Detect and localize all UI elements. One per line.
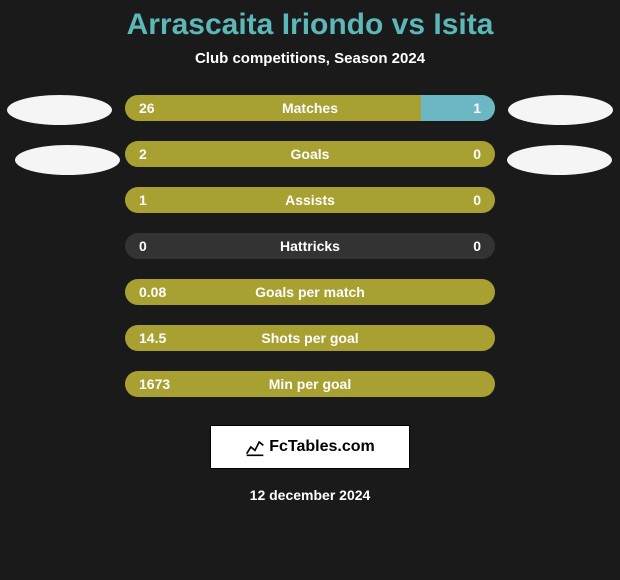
bars-container: 26 1 Matches 2 0 Goals 1 0 Assists 0 0 Hattricks 0.0… xyxy=(125,95,495,397)
stat-label: Hattricks xyxy=(280,238,340,254)
stat-value-left: 1673 xyxy=(139,376,170,392)
stat-bar: 26 1 Matches xyxy=(125,95,495,121)
date-text: 12 december 2024 xyxy=(250,487,371,503)
stat-label: Matches xyxy=(282,100,338,116)
bar-fill-left xyxy=(125,95,421,121)
stat-value-right: 1 xyxy=(473,100,481,116)
stat-value-left: 2 xyxy=(139,146,147,162)
stat-value-right: 0 xyxy=(473,192,481,208)
stat-bar: 2 0 Goals xyxy=(125,141,495,167)
chart-line-icon xyxy=(245,437,265,457)
stat-value-left: 1 xyxy=(139,192,147,208)
bar-fill-right xyxy=(421,95,495,121)
stat-bar: 0.08 Goals per match xyxy=(125,279,495,305)
page-subtitle: Club competitions, Season 2024 xyxy=(195,50,425,67)
team-left-badge-1 xyxy=(7,95,112,125)
stat-value-left: 14.5 xyxy=(139,330,166,346)
brand-label: FcTables.com xyxy=(269,438,375,456)
stat-value-left: 0 xyxy=(139,238,147,254)
stats-area: 26 1 Matches 2 0 Goals 1 0 Assists 0 0 Hattricks 0.0… xyxy=(0,95,620,397)
comparison-infographic: Arrascaita Iriondo vs Isita Club competi… xyxy=(0,0,620,580)
team-right-badge-1 xyxy=(508,95,613,125)
stat-label: Goals xyxy=(291,146,330,162)
stat-bar: 14.5 Shots per goal xyxy=(125,325,495,351)
stat-value-right: 0 xyxy=(473,238,481,254)
stat-value-left: 26 xyxy=(139,100,155,116)
stat-bar: 1 0 Assists xyxy=(125,187,495,213)
team-left-badge-2 xyxy=(15,145,120,175)
stat-value-right: 0 xyxy=(473,146,481,162)
stat-label: Assists xyxy=(285,192,335,208)
team-right-badge-2 xyxy=(507,145,612,175)
page-title: Arrascaita Iriondo vs Isita xyxy=(127,8,494,42)
stat-bar: 1673 Min per goal xyxy=(125,371,495,397)
stat-label: Min per goal xyxy=(269,376,351,392)
stat-label: Goals per match xyxy=(255,284,365,300)
stat-bar: 0 0 Hattricks xyxy=(125,233,495,259)
stat-value-left: 0.08 xyxy=(139,284,166,300)
stat-label: Shots per goal xyxy=(261,330,358,346)
brand-box[interactable]: FcTables.com xyxy=(210,425,410,469)
